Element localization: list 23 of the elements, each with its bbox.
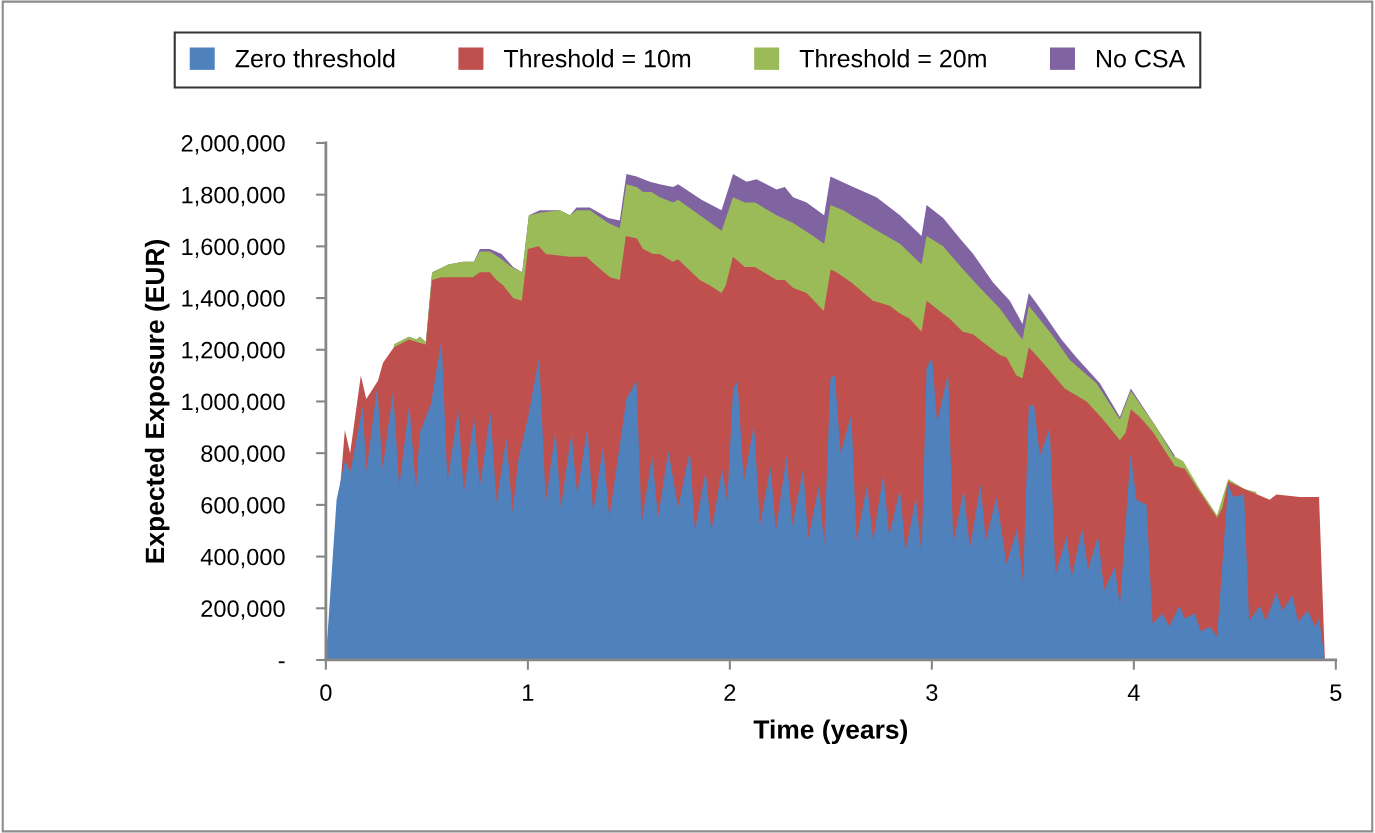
y-tick-label: 800,000 — [201, 445, 285, 465]
x-tick-label: 4 — [1127, 684, 1140, 701]
y-tick-label: 400,000 — [200, 548, 285, 569]
x-tick-label: 2 — [724, 684, 736, 701]
y-tick-label: 1,400,000 — [182, 290, 285, 310]
x-tick-label: 5 — [1330, 684, 1342, 701]
x-tick-label: 0 — [320, 684, 332, 701]
y-tick-label: 1,200,000 — [182, 341, 285, 362]
y-tick-label: 1,000,000 — [182, 393, 285, 414]
y-tick-label: 2,000,000 — [181, 135, 285, 155]
legend-label: Threshold = 20m — [799, 49, 986, 68]
y-tick-label: 1,800,000 — [182, 186, 285, 207]
y-axis-title: Expected Exposure (EUR) — [144, 240, 170, 563]
x-tick-label: 3 — [926, 684, 938, 701]
y-tick-label: - — [278, 661, 285, 664]
x-tick-label: 1 — [523, 684, 534, 701]
y-tick-label: 1,600,000 — [182, 238, 285, 258]
y-tick-label: 600,000 — [201, 496, 285, 517]
legend-label: Threshold = 10m — [503, 49, 691, 68]
legend-label: No CSA — [1097, 49, 1186, 68]
x-axis-title: Time (years) — [753, 719, 908, 745]
y-tick-label: 200,000 — [201, 600, 285, 620]
legend-label: Zero threshold — [235, 49, 395, 68]
